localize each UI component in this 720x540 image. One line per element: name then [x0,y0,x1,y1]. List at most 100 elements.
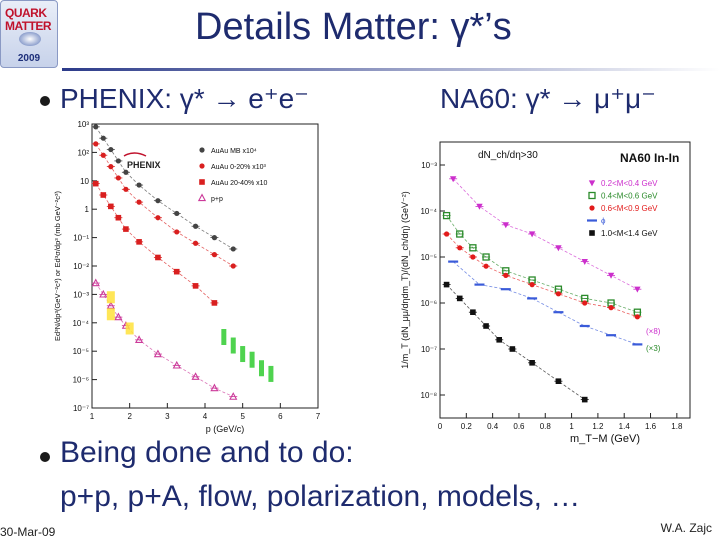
data-point [589,205,595,211]
data-point [199,179,205,185]
data-point [153,349,163,358]
data-point [482,253,490,261]
footer-author: W.A. Zajc [660,521,712,535]
x-tick-label: 0.4 [487,422,499,431]
data-point [123,186,129,192]
scale-label: (×8) [646,327,661,336]
logo-line2: MATTER [5,19,52,33]
y-tick-label: 10⁻¹ [73,234,89,243]
sys-box [221,329,227,345]
data-point [469,244,477,252]
data-point [211,300,218,306]
y-tick-label: 10⁻³ [73,290,89,299]
data-point [210,383,219,392]
legend-label: AuAu MB x10⁴ [211,148,257,155]
logo-year: 2009 [17,53,41,64]
data-point [93,124,99,130]
data-point [229,392,238,400]
legend-label: 0.6<M<0.9 GeV [601,204,658,213]
data-point [589,230,595,236]
quark-matter-logo: QUARK MATTER 2009 [0,0,58,68]
data-point [115,175,121,181]
x-tick-label: 7 [316,412,321,421]
data-point [115,158,121,164]
data-point [582,300,588,306]
sys-box [230,337,236,354]
fit-line [452,178,638,290]
x-tick-label: 1.6 [645,422,657,431]
data-point [634,314,640,320]
scale-label: (×3) [646,344,661,353]
y-tick-label: 10² [77,148,89,157]
data-point [174,229,180,235]
phenix-chart: 1 2 3 4 5 6 7 10⁻⁷ 10⁻⁶ 10⁻⁵ 10⁻⁴ 10⁻³ 10⁻² 10⁻¹ 1 10 10… [53,120,321,434]
series-4 [442,281,589,403]
data-point [555,291,562,297]
fit-line [95,183,215,304]
data-point [555,245,562,252]
data-point [136,199,142,205]
data-point [443,231,450,237]
slide-title: Details Matter: γ*’s [195,6,512,48]
y-tick-label: 10³ [77,120,89,129]
data-point [443,281,450,288]
plot-frame [91,123,319,409]
data-point [174,210,180,217]
y-tick-label: 10⁻⁴ [420,207,437,216]
data-point [470,309,476,315]
todo-list: p+p, p+A, flow, polarization, models, … [60,480,581,513]
data-point [199,147,205,153]
highlight-box [106,308,115,321]
y-tick-label: 10⁻⁷ [421,345,437,354]
data-point [476,203,483,210]
x-axis-label: p (GeV/c) [206,424,245,434]
fit-line [452,261,638,345]
series-0 [91,124,238,252]
data-point [197,193,207,202]
data-point [100,135,106,141]
data-point [91,278,100,287]
legend-label: AuAu 20-40% x10 [211,180,268,187]
data-point [115,214,122,221]
data-point [509,346,516,352]
x-tick-label: 4 [203,412,208,421]
data-point [134,335,144,343]
title-rule [62,68,720,71]
highlight-box [106,291,115,304]
data-point [172,360,181,369]
x-axis-label: m_T−M (GeV) [570,433,640,445]
data-point [555,378,562,384]
data-point [100,152,106,158]
y-tick-label: 10⁻⁶ [73,376,89,385]
bullet-dot-icon [40,96,50,106]
x-tick-label: 0.2 [461,422,473,431]
y-axis-label: Ed³N/dp³(GeV⁻²c³) or Ed³σ/dp³ (mb GeV⁻²c… [53,190,62,341]
series-2 [442,231,642,320]
fit-line [446,233,638,318]
highlight-box [125,322,134,335]
sys-box [240,346,246,363]
data-point [529,282,535,288]
data-point [457,245,463,251]
y-tick-label: 10⁻⁵ [73,347,89,356]
legend-label: p+p [211,196,223,203]
x-tick-label: 1 [569,422,574,431]
data-point [581,259,588,265]
fit-line [446,215,638,313]
data-point [100,192,107,198]
data-point [155,254,161,261]
data-point [502,222,509,229]
data-point [483,323,489,329]
data-point [93,141,99,147]
data-point [114,312,123,321]
sys-box [249,351,255,368]
sys-box [259,360,264,377]
plot-frame [439,141,691,419]
footer-date: 30-Mar-09 [0,525,56,539]
x-tick-label: 2 [127,412,132,421]
data-point [191,372,200,380]
y-axis-label: 1/m_T (dN_μμ/dηdm_T)/(dN_ch/dη) (GeV⁻²) [400,191,410,369]
y-tick-label: 10⁻⁷ [73,404,89,413]
data-point [608,305,614,311]
data-point [192,240,199,246]
